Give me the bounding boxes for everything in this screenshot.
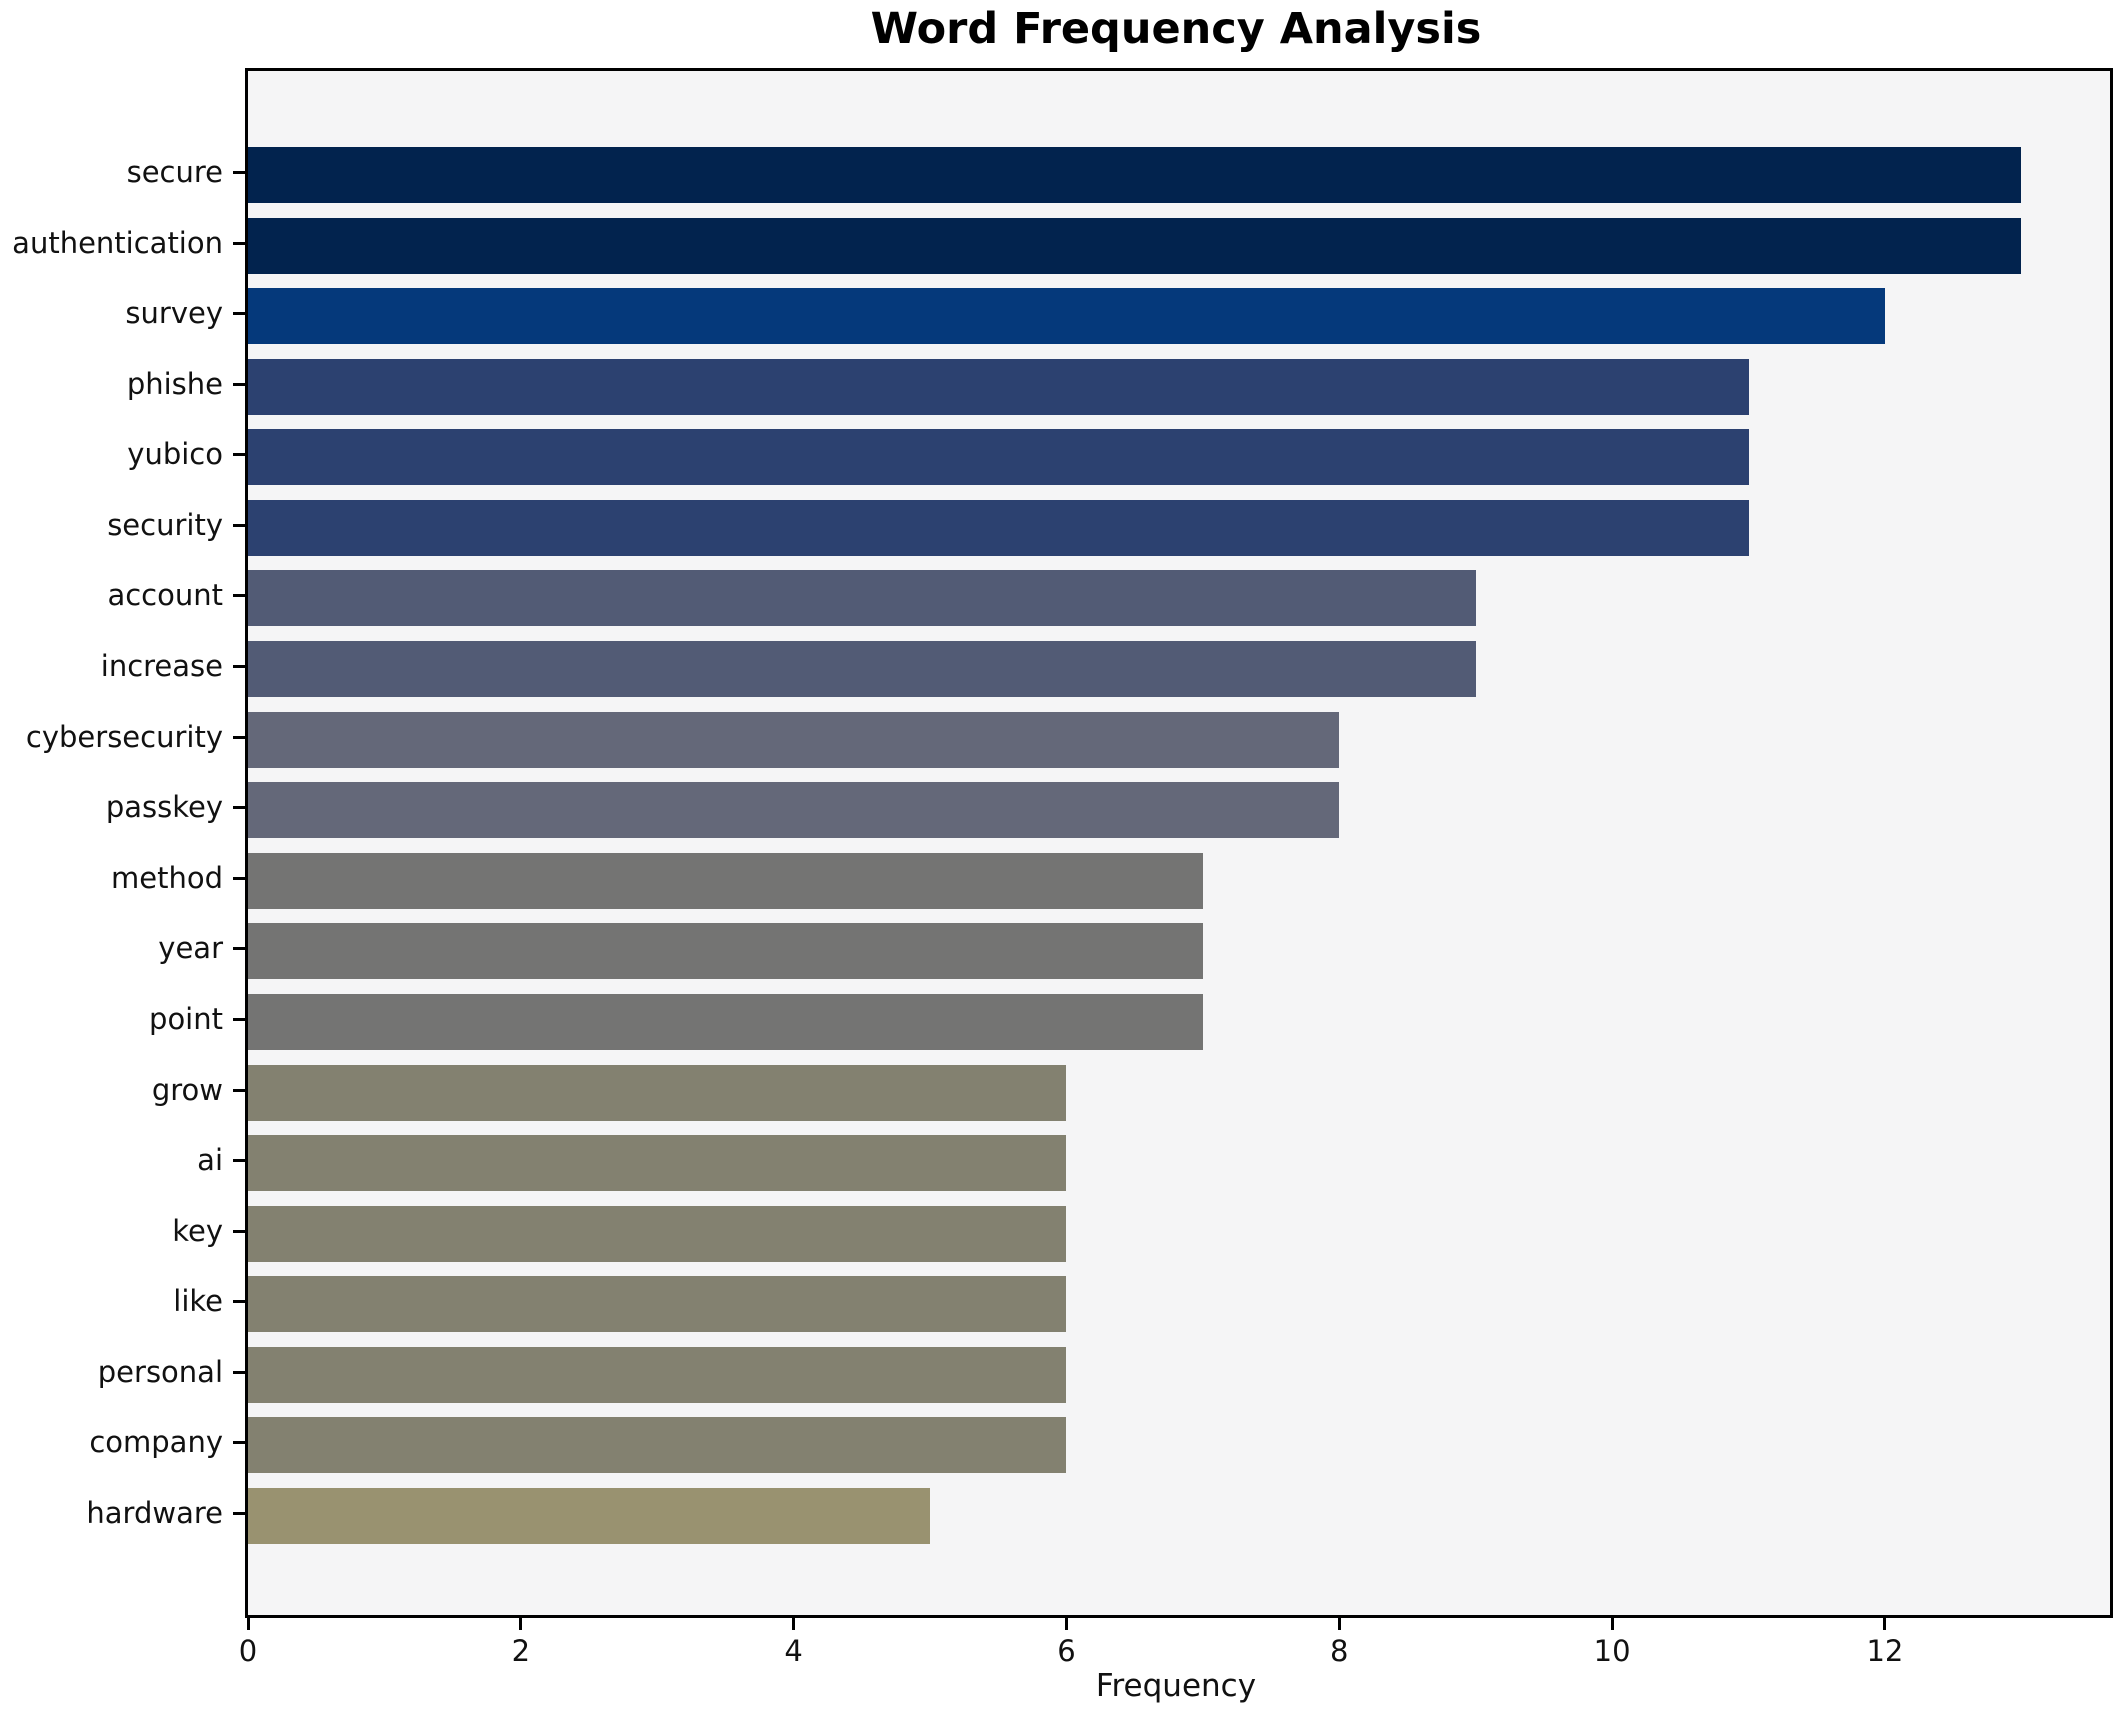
bar-personal — [248, 1346, 1067, 1403]
chart-title: Word Frequency Analysis — [870, 4, 1482, 54]
y-tick-mark — [233, 1370, 245, 1374]
bar-hardware — [248, 1488, 931, 1545]
bar-method — [248, 852, 1203, 909]
y-tick-mark — [233, 1512, 245, 1516]
y-tick-label: secure — [126, 155, 223, 189]
y-tick-mark — [233, 1229, 245, 1233]
y-tick-mark — [233, 1441, 245, 1445]
y-tick-label: ai — [197, 1143, 223, 1178]
x-tick-label: 10 — [1593, 1634, 1631, 1668]
y-tick-label: method — [111, 860, 223, 895]
y-tick-label: yubico — [127, 437, 223, 472]
y-tick-mark — [233, 382, 245, 386]
y-tick-mark — [233, 171, 245, 174]
bar-passkey — [248, 782, 1340, 839]
y-tick-mark — [233, 594, 245, 598]
y-tick-mark — [233, 241, 245, 245]
bar-secure — [248, 147, 2022, 203]
x-tick-mark — [1610, 1618, 1614, 1630]
y-tick-label: company — [89, 1425, 223, 1460]
x-tick-mark — [1883, 1618, 1887, 1630]
x-tick-mark — [792, 1618, 796, 1630]
y-tick-mark — [233, 806, 245, 810]
bar-authentication — [248, 217, 2022, 274]
bar-ai — [248, 1135, 1067, 1192]
y-tick-label: year — [158, 931, 223, 966]
y-tick-label: grow — [151, 1072, 223, 1107]
bar-grow — [248, 1064, 1067, 1121]
x-tick-label: 6 — [1057, 1634, 1076, 1668]
y-tick-mark — [233, 876, 245, 880]
bar-increase — [248, 641, 1476, 698]
y-tick-label: authentication — [12, 225, 223, 260]
x-tick-label: 4 — [784, 1634, 803, 1668]
x-tick-label: 2 — [511, 1634, 531, 1668]
y-tick-label: increase — [100, 649, 223, 684]
y-tick-label: personal — [97, 1354, 223, 1389]
bar-year — [248, 923, 1203, 980]
bar-like — [248, 1276, 1067, 1333]
x-axis-label: Frequency — [1095, 1668, 1257, 1704]
bar-account — [248, 570, 1476, 627]
bar-company — [248, 1417, 1067, 1474]
y-tick-label: point — [149, 1001, 223, 1036]
x-tick-label: 0 — [238, 1634, 258, 1668]
x-tick-mark — [519, 1618, 523, 1630]
y-tick-mark — [233, 1300, 245, 1304]
y-tick-label: phishe — [126, 366, 223, 401]
y-tick-label: hardware — [86, 1496, 223, 1531]
x-tick-mark — [246, 1618, 250, 1630]
x-tick-label: 12 — [1866, 1634, 1904, 1668]
bar-security — [248, 499, 1749, 556]
x-tick-label: 8 — [1330, 1634, 1349, 1668]
bar-yubico — [248, 429, 1749, 486]
bar-point — [248, 993, 1203, 1050]
bar-cybersecurity — [248, 711, 1340, 768]
y-tick-mark — [233, 665, 245, 669]
y-tick-label: passkey — [105, 790, 223, 825]
x-tick-mark — [1064, 1618, 1068, 1630]
y-tick-label: like — [173, 1284, 223, 1319]
y-tick-mark — [233, 312, 245, 316]
y-tick-mark — [233, 1088, 245, 1092]
x-tick-mark — [1337, 1618, 1341, 1630]
y-tick-label: cybersecurity — [25, 719, 223, 754]
bar-survey — [248, 288, 1885, 345]
bar-key — [248, 1205, 1067, 1262]
plot-area — [245, 68, 2113, 1618]
y-tick-label: security — [107, 507, 223, 542]
y-tick-mark — [233, 1017, 245, 1021]
y-tick-mark — [233, 735, 245, 739]
y-tick-label: survey — [125, 296, 223, 331]
y-tick-label: key — [172, 1213, 223, 1248]
y-tick-mark — [233, 947, 245, 951]
bar-phishe — [248, 358, 1749, 415]
y-tick-mark — [233, 453, 245, 457]
y-tick-mark — [233, 523, 245, 527]
y-tick-label: account — [107, 578, 223, 613]
y-tick-mark — [233, 1159, 245, 1163]
